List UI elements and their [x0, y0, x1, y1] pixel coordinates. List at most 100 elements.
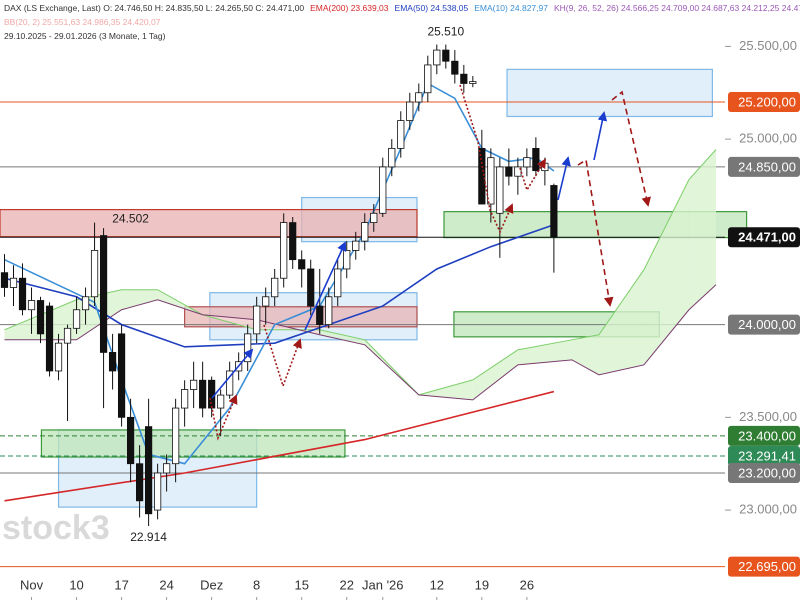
- level-label-box: [728, 92, 800, 113]
- candle-body: [388, 147, 396, 168]
- legend-entry: EMA(50) 24.538,05: [395, 3, 469, 13]
- legend-entry: KH(9, 26, 52, 26) 24.566,25 24.709,00 24…: [554, 3, 800, 13]
- level-label-box: [728, 314, 800, 335]
- candle-body: [298, 259, 306, 270]
- level-label-box: [728, 156, 800, 177]
- cloud-segment: [517, 339, 572, 365]
- y-tick-label: 23.000,00: [739, 502, 797, 517]
- candle-body: [415, 92, 423, 103]
- candle-body: [433, 49, 441, 66]
- candle-body: [505, 166, 513, 177]
- cloud-segment: [121, 289, 158, 310]
- candle-body: [163, 463, 171, 474]
- candle-body: [469, 81, 477, 84]
- candle-body: [253, 305, 261, 335]
- candle-body: [316, 305, 324, 325]
- candle-body: [289, 222, 297, 261]
- legend-entry: DAX (LS Exchange, Last) O: 24.746,50 H: …: [4, 3, 304, 13]
- candle-body: [190, 379, 198, 390]
- projection-arrows: [209, 84, 651, 441]
- candle-body: [460, 73, 468, 84]
- cloud-segment: [472, 349, 518, 400]
- level-label: 24.471,00: [738, 230, 796, 245]
- candle-body: [352, 240, 360, 251]
- zone: [506, 68, 713, 118]
- level-label: 25.200,00: [738, 94, 796, 109]
- candle-body: [379, 166, 387, 214]
- legend-line: 29.10.2025 - 29.01.2026 (3 Monate, 1 Tag…: [4, 31, 166, 41]
- indicator-line: [4, 224, 555, 348]
- y-tick-label: 25.500,00: [739, 38, 797, 53]
- candle-body: [262, 296, 270, 307]
- level-label: 24.000,00: [738, 317, 796, 332]
- arrow: [577, 158, 614, 307]
- candle-body: [532, 147, 540, 172]
- arrow: [557, 156, 571, 201]
- candle-body: [54, 342, 63, 372]
- candle-layer: 24.502 25.510 22.914: [0, 25, 558, 544]
- candle-body: [334, 268, 342, 298]
- candle-body: [18, 277, 27, 311]
- x-tick-label: 26: [520, 577, 534, 592]
- x-tick-label: 24: [159, 577, 173, 592]
- candle-body: [487, 157, 495, 205]
- cloud-segment: [319, 329, 365, 345]
- arrow: [611, 90, 651, 207]
- y-tick-label: 25.000,00: [739, 131, 797, 146]
- cloud-segment: [418, 379, 473, 400]
- zone: [0, 208, 418, 238]
- candle-body: [514, 166, 522, 177]
- cloud-line: [4, 149, 717, 396]
- watermark: stock3: [2, 509, 110, 547]
- candle-body: [424, 64, 432, 94]
- cloud-segment: [688, 149, 716, 310]
- arrow: [209, 394, 238, 441]
- candle-body: [45, 305, 54, 372]
- x-tick-label: Jan '26: [362, 577, 404, 592]
- x-tick-label: 19: [475, 577, 489, 592]
- x-tick-label: 17: [114, 577, 128, 592]
- x-tick-label: Nov: [20, 577, 44, 592]
- arrow: [263, 324, 302, 389]
- candle-body: [280, 222, 288, 279]
- arrow: [593, 111, 608, 161]
- legend-line: DAX (LS Exchange, Last) O: 24.746,50 H: …: [4, 3, 800, 13]
- candle-body: [406, 101, 414, 121]
- level-label: 22.695,00: [738, 559, 796, 574]
- candle-body: [370, 212, 378, 223]
- candle-body: [442, 49, 450, 62]
- arrow: [459, 84, 514, 234]
- candle-body: [208, 379, 216, 409]
- annotation: 24.502: [112, 212, 149, 226]
- candle-body: [90, 250, 99, 298]
- candle-body: [99, 235, 108, 353]
- candle-body: [63, 327, 72, 344]
- level-label: 23.400,00: [738, 428, 796, 443]
- x-tick-label: 22: [340, 577, 354, 592]
- x-tick-label: 15: [294, 577, 308, 592]
- candle-body: [271, 277, 279, 298]
- cloud-segment: [598, 269, 644, 375]
- candle-body: [397, 120, 405, 149]
- candle-body: [550, 185, 558, 238]
- level-label-box: [728, 425, 800, 446]
- candle-body: [154, 472, 162, 511]
- cloud-segment: [643, 179, 689, 365]
- candle-body: [135, 463, 144, 502]
- x-tick-label: 10: [69, 577, 83, 592]
- candle-body: [172, 407, 180, 465]
- candle-body: [451, 60, 459, 75]
- candle-body: [27, 300, 36, 311]
- candle-body: [361, 222, 369, 242]
- cloud-line: [4, 284, 717, 401]
- cloud-segment: [571, 334, 599, 375]
- annotation: 25.510: [427, 25, 464, 39]
- level-label-box: [728, 556, 800, 577]
- legend-entry: 29.10.2025 - 29.01.2026 (3 Monate, 1 Tag…: [4, 31, 166, 41]
- candle-body: [145, 426, 153, 515]
- level-label-box: [728, 446, 800, 467]
- level-label: 23.200,00: [738, 465, 796, 480]
- axis-layer: Nov 10 17 24 Dez 8 15 22 Jan '26 12 19 26 25.500,00 2…: [2, 3, 800, 600]
